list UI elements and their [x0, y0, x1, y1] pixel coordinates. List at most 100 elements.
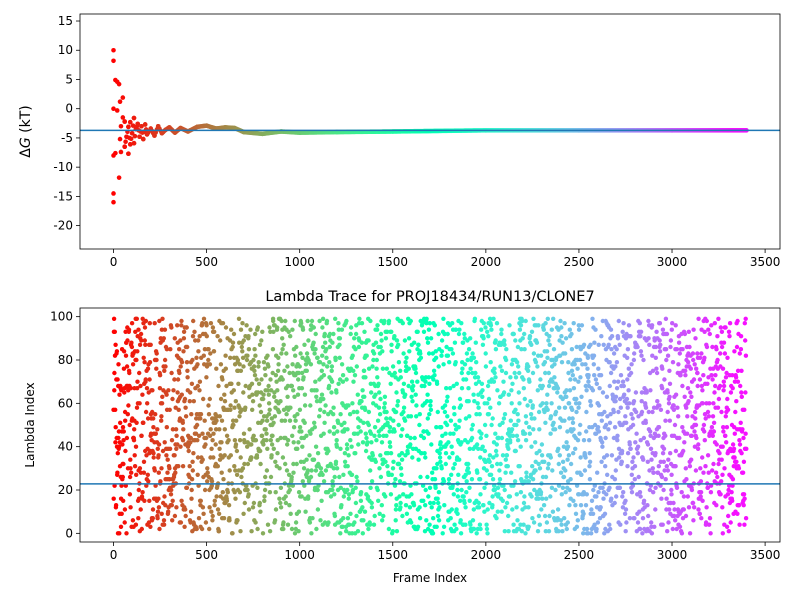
lambda-point [200, 505, 206, 510]
lambda-point [293, 520, 299, 525]
lambda-point [396, 342, 401, 347]
lambda-point [523, 531, 528, 536]
lambda-point [191, 318, 196, 324]
lambda-point [181, 336, 187, 341]
lambda-point [398, 375, 403, 380]
lambda-point [495, 509, 500, 514]
lambda-point [117, 392, 122, 397]
lambda-point [389, 349, 394, 354]
lambda-point [639, 409, 645, 415]
lambda-point [280, 455, 286, 460]
lambda-point [593, 327, 598, 332]
lambda-point [296, 490, 302, 495]
lambda-point [457, 418, 462, 423]
lambda-point [480, 444, 485, 449]
lambda-point [716, 316, 721, 321]
lambda-point [645, 442, 651, 447]
lambda-point [484, 526, 490, 532]
lambda-point [468, 522, 473, 527]
lambda-point [287, 418, 293, 423]
lambda-point [377, 466, 382, 471]
lambda-point [581, 511, 586, 516]
lambda-point [713, 383, 718, 389]
lambda-point [436, 500, 441, 506]
lambda-point [133, 444, 139, 449]
lambda-point [417, 505, 422, 510]
lambda-point [162, 440, 167, 445]
lambda-point [265, 446, 270, 451]
lambda-point [395, 399, 401, 404]
lambda-point [650, 353, 655, 358]
lambda-point [449, 472, 454, 477]
lambda-point [527, 425, 532, 430]
lambda-point [182, 396, 188, 402]
lambda-point [567, 327, 572, 332]
lambda-point [425, 336, 430, 341]
lambda-point [263, 373, 268, 378]
lambda-point [164, 453, 169, 458]
lambda-point [210, 325, 216, 330]
lambda-point [521, 377, 526, 382]
lambda-point [139, 338, 144, 343]
lambda-point [625, 355, 630, 360]
lambda-point [683, 368, 688, 373]
lambda-point [170, 498, 175, 503]
lambda-point [552, 375, 557, 380]
lambda-point [401, 351, 406, 356]
lambda-point [669, 472, 674, 477]
lambda-point [717, 451, 722, 456]
lambda-point [346, 496, 351, 501]
lambda-point [649, 531, 655, 536]
lambda-point [403, 503, 409, 508]
lambda-point [215, 334, 220, 339]
lambda-point [250, 407, 255, 412]
lambda-point [553, 487, 558, 493]
lambda-point [655, 470, 661, 475]
lambda-point [713, 470, 719, 475]
lambda-point [161, 518, 167, 523]
lambda-point [251, 357, 256, 363]
lambda-point [241, 364, 246, 369]
lambda-point [664, 331, 670, 337]
delta-g-point [120, 95, 126, 100]
lambda-point [241, 511, 246, 516]
lambda-point [613, 394, 619, 399]
lambda-point [195, 455, 201, 460]
lambda-point [559, 522, 564, 527]
lambda-point [611, 351, 617, 356]
lambda-point [706, 470, 711, 475]
lambda-point [636, 474, 641, 480]
lambda-point [650, 466, 655, 471]
lambda-point [429, 442, 434, 447]
lambda-point [349, 472, 355, 477]
lambda-point [387, 440, 392, 445]
lambda-point [724, 524, 730, 529]
lambda-point [600, 390, 606, 395]
lambda-point [320, 353, 325, 358]
lambda-point [542, 459, 547, 464]
lambda-point [705, 381, 710, 386]
lambda-point [625, 464, 630, 469]
lambda-point [426, 351, 432, 356]
lambda-point [479, 327, 484, 332]
delta-g-point [111, 58, 116, 64]
lambda-point [134, 420, 139, 425]
lambda-point [389, 472, 394, 477]
lambda-point [681, 507, 686, 512]
lambda-point [577, 357, 583, 363]
lambda-point [175, 442, 180, 447]
lambda-point [539, 442, 545, 447]
lambda-point [326, 383, 332, 389]
lambda-point [222, 399, 228, 404]
lambda-point [379, 338, 384, 343]
lambda-point [374, 357, 379, 363]
lambda-point [192, 329, 197, 334]
lambda-point [719, 329, 725, 334]
lambda-point [235, 518, 240, 523]
lambda-point [469, 435, 475, 441]
lambda-point [723, 433, 728, 438]
lambda-point [531, 520, 537, 525]
lambda-point [167, 466, 172, 471]
lambda-point [514, 422, 519, 428]
lambda-point [368, 485, 373, 490]
